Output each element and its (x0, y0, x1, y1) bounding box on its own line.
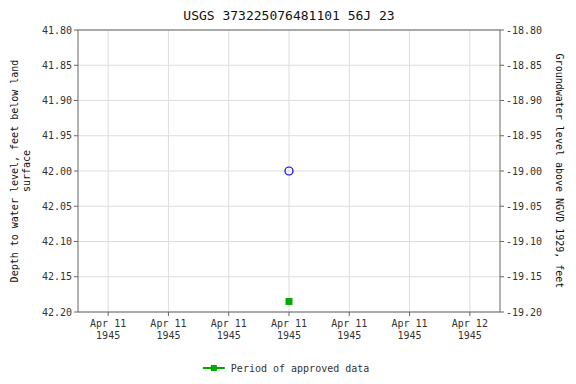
tick (500, 241, 504, 242)
legend: Period of approved data (203, 363, 369, 374)
tick-label: 41.80 (42, 25, 72, 36)
plot-frame (78, 30, 500, 312)
legend-label: Period of approved data (231, 363, 369, 374)
tick-label: -19.10 (506, 236, 542, 247)
tick-label: -18.90 (506, 95, 542, 106)
y-axis-label: Depth to water level, feet below landsur… (9, 60, 32, 283)
tick-label: -18.85 (506, 60, 542, 71)
tick (74, 171, 78, 172)
grid-line (409, 30, 410, 312)
tick-label: 42.05 (42, 201, 72, 212)
tick (74, 135, 78, 136)
grid-line (108, 30, 109, 312)
tick-label: Apr 111945 (271, 318, 307, 341)
tick (74, 312, 78, 313)
tick (500, 312, 504, 313)
tick-label: 42.20 (42, 307, 72, 318)
tick-label: -19.15 (506, 271, 542, 282)
point (285, 167, 293, 175)
tick-label: 42.00 (42, 166, 72, 177)
point (286, 298, 292, 304)
tick (168, 312, 169, 316)
background (0, 0, 576, 384)
tick-label: Apr 111945 (90, 318, 126, 341)
y2-axis: -18.80 -18.85 -18.90 -18.95 -19.00 -19.05 -19.… (500, 25, 542, 318)
grid-line (349, 30, 350, 312)
x-axis: Apr 111945 Apr 111945 Apr 111945 Apr 111945… (90, 312, 488, 341)
tick (500, 206, 504, 207)
grid (78, 30, 500, 312)
tick (469, 312, 470, 316)
title: USGS 373225076481101 56J 23 (183, 8, 394, 23)
tick (500, 171, 504, 172)
grid-line (289, 30, 290, 312)
tick-label: Apr 121945 (452, 318, 488, 341)
tick (228, 312, 229, 316)
y-axis: 41.80 41.85 41.90 41.95 42.00 42.05 42.10 42.15… (42, 25, 78, 318)
tick (500, 30, 504, 31)
tick (74, 100, 78, 101)
tick (74, 206, 78, 207)
tick-label: Apr 111945 (150, 318, 186, 341)
chart: 41.80 41.85 41.90 41.95 42.00 42.05 42.10 42.15… (0, 0, 576, 384)
legend-swatch (211, 365, 217, 371)
tick (74, 276, 78, 277)
tick (108, 312, 109, 316)
tick-label: -19.20 (506, 307, 542, 318)
tick-label: Apr 111945 (211, 318, 247, 341)
tick (500, 100, 504, 101)
tick-label: -19.05 (506, 201, 542, 212)
tick (349, 312, 350, 316)
tick (500, 65, 504, 66)
tick-label: -18.80 (506, 25, 542, 36)
tick (500, 135, 504, 136)
tick-label: -19.00 (506, 166, 542, 177)
tick (409, 312, 410, 316)
y2-axis-label: Groundwater level above NGVD 1929, feet (554, 54, 565, 289)
tick-label: -18.95 (506, 130, 542, 141)
tick (74, 241, 78, 242)
tick-label: 42.10 (42, 236, 72, 247)
tick (74, 65, 78, 66)
tick-label: Apr 111945 (331, 318, 367, 341)
tick-label: 41.95 (42, 130, 72, 141)
tick (74, 30, 78, 31)
grid-line (228, 30, 229, 312)
data-marks (285, 167, 293, 304)
grid-line (168, 30, 169, 312)
tick-label: 42.15 (42, 271, 72, 282)
grid-line (469, 30, 470, 312)
tick-label: 41.85 (42, 60, 72, 71)
tick (289, 312, 290, 316)
tick-label: 41.90 (42, 95, 72, 106)
tick (500, 276, 504, 277)
tick-label: Apr 111945 (392, 318, 428, 341)
